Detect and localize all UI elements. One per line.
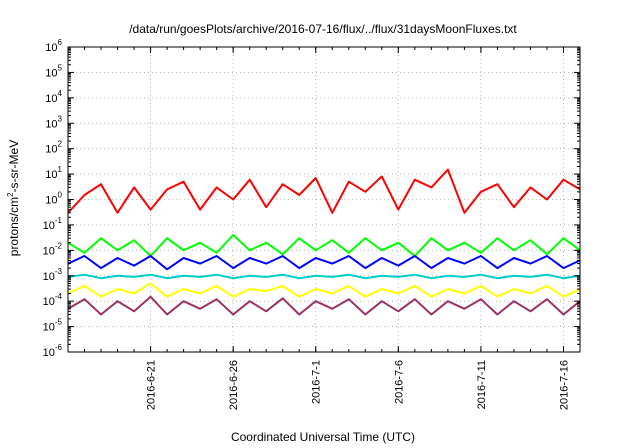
chart-title: /data/run/goesPlots/archive/2016-07-16/f…	[129, 22, 517, 36]
x-tick-label: 2016-7-1	[311, 360, 323, 404]
x-tick-label: 2016-6-21	[146, 360, 158, 410]
y-tick-label: 10-3	[43, 267, 63, 283]
series-line-4	[67, 273, 581, 280]
series-lines	[67, 168, 581, 316]
y-tick-label: 10-6	[43, 343, 63, 359]
series-line-3	[67, 255, 581, 271]
x-tick-label: 2016-6-26	[228, 360, 240, 410]
y-tick-label: 100	[45, 191, 62, 207]
series-line-2	[67, 234, 581, 257]
x-axis-ticks: 2016-6-21 2016-6-26 2016-7-1 2016-7-6 2016-7…	[67, 47, 581, 410]
grid	[68, 47, 580, 352]
y-tick-label: 103	[45, 114, 62, 130]
series-line-1	[67, 168, 581, 214]
y-tick-label: 102	[45, 140, 62, 156]
y-tick-label: 106	[45, 38, 62, 54]
y-axis-label: protons/cm2-s-sr-MeV	[6, 140, 21, 256]
y-tick-label: 10-5	[43, 318, 63, 334]
x-tick-label: 2016-7-16	[558, 360, 570, 410]
y-tick-label: 105	[45, 63, 62, 79]
series-line-5	[67, 282, 581, 298]
series-line-6	[67, 295, 581, 316]
x-tick-label: 2016-7-11	[476, 360, 488, 409]
x-axis-label: Coordinated Universal Time (UTC)	[231, 430, 415, 444]
y-tick-label: 10-2	[43, 241, 63, 257]
y-axis-ticks: 10-6 10-5 10-4 10-3 10-2 10-1 100 101 102 103 104 1…	[43, 38, 580, 359]
y-tick-label: 101	[45, 165, 62, 181]
y-tick-label: 104	[45, 89, 62, 105]
y-tick-label: 10-1	[43, 216, 63, 232]
y-tick-label: 10-4	[43, 292, 63, 308]
x-tick-label: 2016-7-6	[393, 360, 405, 404]
